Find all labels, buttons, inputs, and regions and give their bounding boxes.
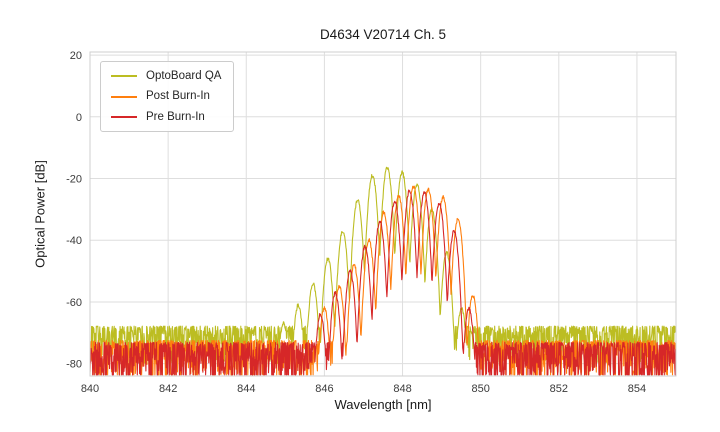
y-tick-label: 20 (70, 50, 82, 62)
x-tick-label: 846 (315, 383, 333, 395)
legend-label: OptoBoard QA (146, 70, 222, 82)
x-tick-label: 848 (393, 383, 411, 395)
x-tick-labels: 840 842 844 846 848 850 852 854 (81, 383, 646, 395)
x-tick-label: 842 (159, 383, 177, 395)
legend-line-swatch (111, 75, 137, 78)
series-group (90, 166, 676, 376)
x-tick-label: 854 (628, 383, 646, 395)
legend: OptoBoard QA Post Burn-In Pre Burn-In (100, 61, 235, 133)
legend-line-swatch (111, 95, 137, 98)
legend-line-swatch (111, 115, 137, 118)
y-tick-labels: 20 0 -20 -40 -60 -80 (66, 50, 82, 371)
series-line (90, 189, 676, 376)
legend-label: Post Burn-In (146, 90, 210, 103)
y-tick-label: -60 (66, 297, 82, 309)
legend-item: Post Burn-In (111, 89, 221, 103)
legend-label: Pre Burn-In (146, 110, 205, 123)
x-tick-label: 844 (237, 383, 255, 395)
x-tick-label: 840 (81, 383, 99, 395)
x-axis-label: Wavelength [nm] (334, 397, 432, 412)
y-tick-label: 0 (76, 112, 82, 124)
axes-spines (89, 51, 677, 377)
y-tick-label: -20 (66, 174, 82, 186)
x-tick-label: 852 (550, 383, 568, 395)
series-line (90, 166, 676, 365)
legend-item: Pre Burn-In (111, 110, 221, 124)
legend-item: OptoBoard QA (111, 69, 221, 83)
x-tick-label: 850 (471, 383, 489, 395)
chart-title: D4634 V20714 Ch. 5 (319, 27, 447, 42)
y-tick-label: -40 (66, 235, 82, 247)
y-tick-label: -80 (66, 359, 82, 371)
